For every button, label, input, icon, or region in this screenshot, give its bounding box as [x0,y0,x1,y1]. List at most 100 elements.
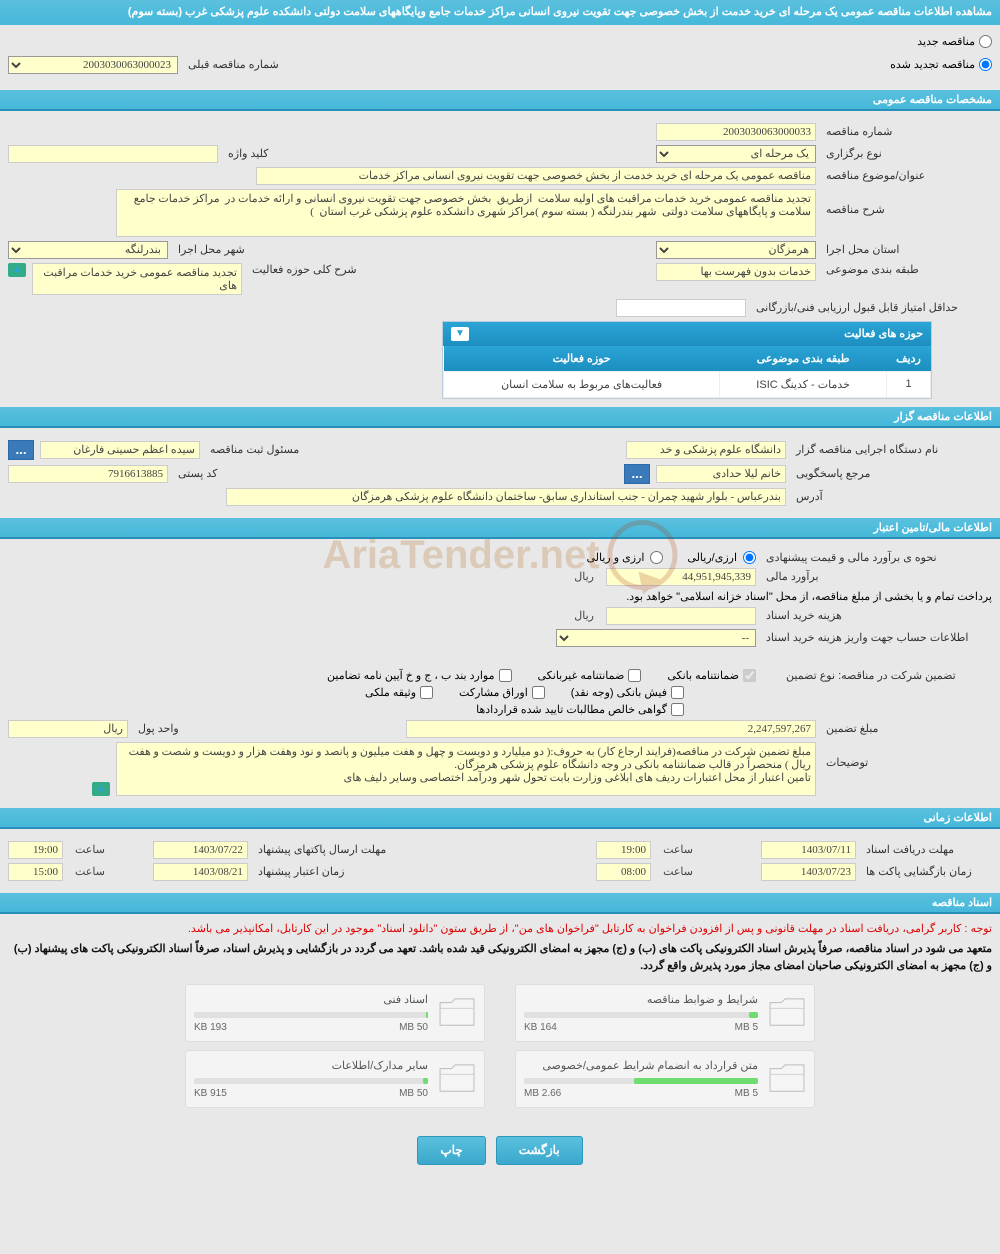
section-tenderer-info: اطلاعات مناقصه گزار [0,407,1000,428]
min-score-label: حداقل امتیاز قابل قبول ارزیابی فنی/بازرگ… [752,301,992,314]
back-button[interactable]: بازگشت [496,1136,583,1165]
prev-number-select[interactable]: 2003030063000023 [8,56,178,74]
doc-fee-label: هزینه خرید اسناد [762,609,992,622]
doc-card[interactable]: شرایط و ضوابط مناقصه 5 MB164 KB [515,984,815,1042]
doc-card[interactable]: سایر مدارک/اطلاعات 50 MB915 KB [185,1050,485,1108]
radio-rial[interactable] [743,551,756,564]
doc-title: متن قرارداد به انضمام شرایط عمومی/خصوصی [524,1059,758,1072]
radio-rial-label: ارزی/ریالی [687,551,737,564]
postal-label: کد پستی [174,467,274,480]
chk-nonbank[interactable] [628,669,641,682]
doc-used: 164 KB [524,1022,557,1033]
print-button[interactable]: چاپ [417,1136,485,1165]
keyword-input[interactable] [8,145,218,163]
min-score-input[interactable] [616,299,746,317]
section-general-spec: مشخصات مناقصه عمومی [0,90,1000,111]
activity-collapse-icon[interactable]: ▼ [451,327,469,341]
doc-used: 915 KB [194,1088,227,1099]
doc-progress [426,1012,428,1018]
desc-label: شرح مناقصه [822,189,992,216]
docs-pledge: متعهد می شود در اسناد مناقصه، صرفاً پذیر… [8,941,992,976]
radio-fx[interactable] [650,551,663,564]
registrar-picker-button[interactable]: ... [8,440,34,460]
org-label: نام دستگاه اجرایی مناقصه گزار [792,443,992,456]
col-row: ردیف [887,346,931,372]
payment-note: پرداخت تمام و یا بخشی از مبلغ مناقصه، از… [626,590,992,603]
section-finance: اطلاعات مالی/تامین اعتبار [0,518,1000,539]
cell-category: خدمات - کدینگ ISIC [720,371,887,397]
cell-n: 1 [887,371,931,397]
address-field [226,488,786,506]
validity-date [153,863,248,881]
address-label: آدرس [792,490,992,503]
scope-label: شرح کلی حوزه فعالیت [248,263,357,276]
time-word-2: ساعت [75,843,105,856]
time-word-3: ساعت [663,865,693,878]
postal-field [8,465,168,483]
folder-icon [768,997,806,1029]
category-label: طبقه بندی موضوعی [822,263,992,276]
chk-securities[interactable] [532,686,545,699]
doc-receipt-time [596,841,651,859]
col-category: طبقه بندی موضوعی [720,346,887,372]
desc-field [116,189,816,237]
registrar-field [40,441,200,459]
section-timing: اطلاعات زمانی [0,808,1000,829]
chk-lien[interactable] [420,686,433,699]
folder-icon [438,1063,476,1095]
scope-expand-icon[interactable]: ▲ [8,263,26,277]
chk-regs[interactable] [499,669,512,682]
doc-fee-input[interactable] [606,607,756,625]
city-select[interactable]: بندرلنگه [8,241,168,259]
radio-renewed-tender[interactable] [979,58,992,71]
notes-expand-icon[interactable]: ▲ [92,782,110,796]
chk-bank [743,669,756,682]
doc-progress [634,1078,758,1084]
doc-card[interactable]: اسناد فنی 50 MB193 KB [185,984,485,1042]
chk-cash[interactable] [671,686,684,699]
doc-progress [423,1078,428,1084]
bid-deadline-time [8,841,63,859]
account-select[interactable]: -- [556,629,756,647]
col-field: حوزه فعالیت [444,346,720,372]
org-field [626,441,786,459]
chk-receivables[interactable] [671,703,684,716]
chk-regs-label: موارد بند ب ، ج و خ آیین نامه تضامین [327,669,494,682]
rials-unit: ریال [574,570,594,583]
doc-card[interactable]: متن قرارداد به انضمام شرایط عمومی/خصوصی … [515,1050,815,1108]
respondent-picker-button[interactable]: ... [624,464,650,484]
doc-used: 2.66 MB [524,1088,561,1099]
doc-title: اسناد فنی [194,993,428,1006]
keyword-label: کلید واژه [224,147,324,160]
chk-securities-label: اوراق مشارکت [459,686,528,699]
radio-renewed-label: مناقصه تجدید شده [890,58,975,71]
bid-deadline-label: مهلت ارسال پاکتهای پیشنهاد [254,843,414,856]
radio-fx-label: ارزی و ریالی [586,551,644,564]
respondent-label: مرجع پاسخگویی [792,467,992,480]
province-label: استان محل اجرا [822,243,992,256]
holding-type-select[interactable]: یک مرحله ای [656,145,816,163]
province-select[interactable]: هرمزگان [656,241,816,259]
chk-nonbank-label: ضمانتنامه غیربانکی [538,669,625,682]
notes-label: توضیحات [822,742,992,769]
activity-table: ردیف طبقه بندی موضوعی حوزه فعالیت 1 خدما… [443,346,931,398]
table-row: 1 خدمات - کدینگ ISIC فعالیت‌های مربوط به… [444,371,931,397]
doc-cap: 50 MB [399,1088,428,1099]
category-field [656,263,816,281]
doc-cap: 5 MB [735,1088,758,1099]
doc-receipt-date [761,841,856,859]
currency-field [8,720,128,738]
doc-cap: 5 MB [735,1022,758,1033]
cell-field: فعالیت‌های مربوط به سلامت انسان [444,371,720,397]
page-title: مشاهده اطلاعات مناقصه عمومی یک مرحله ای … [0,0,1000,25]
guarantee-amount-field [406,720,816,738]
guarantee-header: تضمین شرکت در مناقصه: نوع تضمین [782,669,992,682]
city-label: شهر محل اجرا [174,243,274,256]
prev-number-label: شماره مناقصه قبلی [184,58,284,71]
radio-new-tender[interactable] [979,35,992,48]
docs-notice: توجه : کاربر گرامی، دریافت اسناد در مهلت… [8,922,992,935]
tender-number-field [656,123,816,141]
opening-label: زمان بازگشایی پاکت ها [862,865,992,878]
activity-title: حوزه های فعالیت [844,327,923,340]
chk-bank-label: ضمانتنامه بانکی [667,669,739,682]
